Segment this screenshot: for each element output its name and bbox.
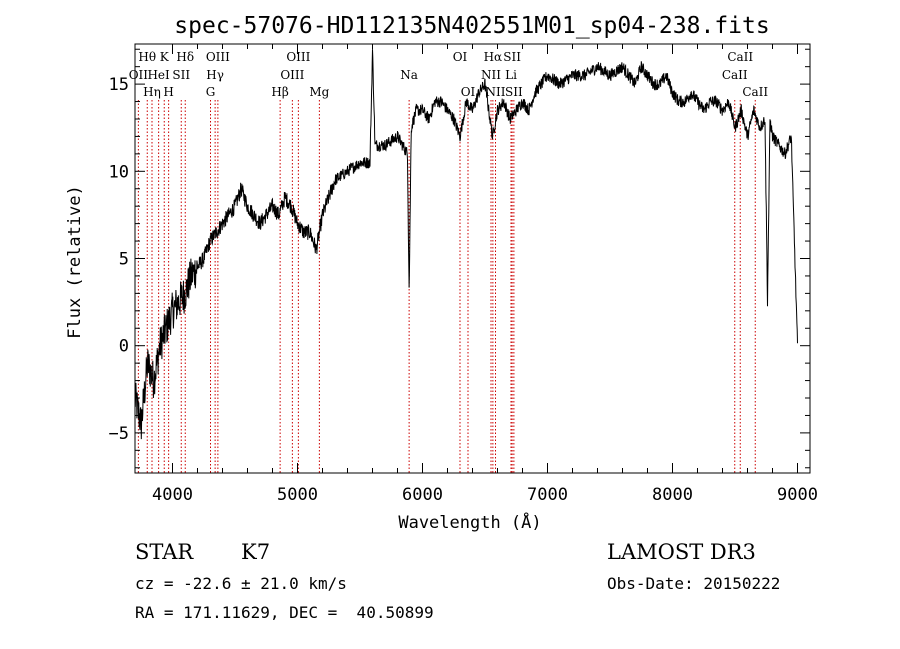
x-tick-label: 4000 [152,485,193,505]
spectral-line-label: OIII [206,50,230,64]
spectral-line-label: CaII [727,50,753,64]
spectral-line-label: G [206,85,216,99]
spectrum-layer [134,49,798,440]
spectrum-series-line [134,49,798,440]
y-tick-label: −5 [109,424,129,444]
object-subclass: K7 [241,540,271,564]
axes: 4000 5000 6000 7000 8000 9000 −5 0 5 10 15 [109,43,818,505]
spectral-line-label: OIII [280,68,304,82]
y-tick-label: 0 [119,337,129,357]
spectral-line-label: Hα [484,50,503,64]
spectral-line-label: NII [481,68,501,82]
spectral-line-label: K [160,50,170,64]
redshift-text: cz = -22.6 ± 21.0 km/s [135,574,347,593]
spectral-line-label: H [163,85,173,99]
x-tick-label: 9000 [777,485,818,505]
y-tick-label: 10 [109,162,129,182]
spectral-line-label: SII [505,85,523,99]
x-tick-label: 7000 [527,485,568,505]
spectral-line-label: Hγ [206,68,224,82]
spectral-line-label: Hη [143,85,161,99]
x-tick-label: 8000 [652,485,693,505]
y-tick-label: 5 [119,250,129,270]
chart-title: spec-57076-HD112135N402551M01_sp04-238.f… [174,13,769,39]
spectral-line-label: Hθ [138,50,156,64]
survey-label: LAMOST DR3 [607,540,756,564]
spectral-line-label: Mg [309,85,329,99]
spectral-line-label: OIII [286,50,310,64]
y-axis-label: Flux (relative) [65,185,85,339]
object-class: STAR [135,540,194,564]
spectral-line-label: OI [461,85,476,99]
spectral-line-label: SII [172,68,190,82]
spectral-line-label: NII [486,85,506,99]
spectral-line-label: Li [505,68,517,82]
y-tick-label: 15 [109,75,129,95]
coordinates-text: RA = 171.11629, DEC = 40.50899 [135,603,434,622]
spectral-line-label: CaII [722,68,748,82]
spectral-line-label: Hδ [176,50,194,64]
spectral-line-label: OII [129,68,149,82]
spectral-line-label: HeI [147,68,170,82]
spectral-line-label: CaII [742,85,768,99]
spectral-line-label: Na [400,68,418,82]
obs-date-text: Obs-Date: 20150222 [607,574,781,593]
x-tick-label: 6000 [402,485,443,505]
spectral-line-label: SII [503,50,521,64]
x-tick-label: 5000 [277,485,318,505]
spectral-line-label: Hβ [271,85,288,99]
spectral-line-label: OI [453,50,468,64]
x-axis-label: Wavelength (Å) [398,511,541,533]
